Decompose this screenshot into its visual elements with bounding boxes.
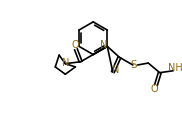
Text: NH: NH <box>168 63 182 73</box>
Text: O: O <box>71 40 79 50</box>
Text: N: N <box>112 65 119 75</box>
Text: N: N <box>62 58 69 68</box>
Text: O: O <box>150 84 158 94</box>
Text: N: N <box>100 40 108 50</box>
Text: S: S <box>130 60 137 70</box>
